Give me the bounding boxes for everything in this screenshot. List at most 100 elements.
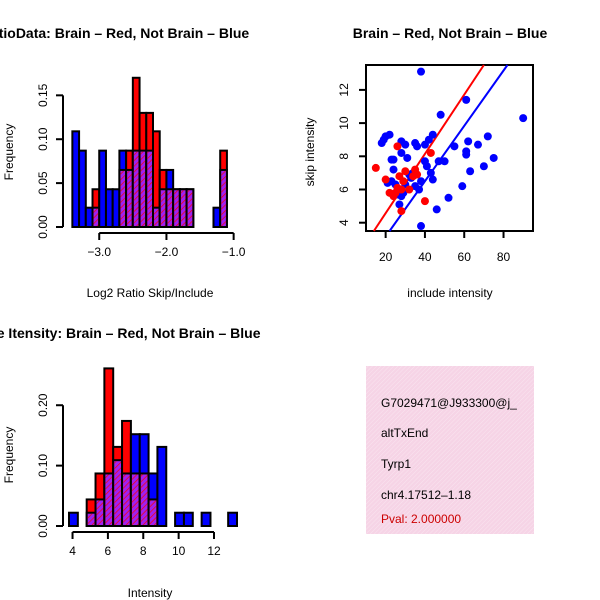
info-pval: Pval: 2.000000 (381, 512, 461, 526)
brain-point-17 (411, 165, 420, 174)
not-brain-point-22 (473, 140, 482, 149)
y-tick-label-2-1: 0.10 (36, 454, 50, 478)
not-brain-bar-2-15 (200, 511, 212, 528)
not-brain-point-48 (458, 182, 467, 191)
not-brain-point-31 (428, 175, 437, 184)
brain-point-14 (420, 197, 429, 206)
scatter-ylabel: skip intensity (303, 118, 317, 187)
scatter-x-tick-label-1: 40 (418, 250, 432, 264)
brain-point-15 (426, 148, 435, 157)
scatter-fit-lines (373, 64, 509, 232)
overlap-hatch-0-17 (187, 190, 193, 226)
overlap-hatch-0-12 (154, 208, 159, 226)
ratio-histogram-bars (71, 76, 228, 229)
not-brain-point-20 (464, 137, 473, 146)
overlap-hatch-0-13 (160, 190, 166, 226)
not-brain-point-21 (466, 167, 475, 176)
not-brain-bar-0-2 (84, 206, 94, 228)
ratio-histogram-panel: RatioData: Brain – Red, Not Brain – Blue… (0, 25, 249, 300)
not-brain-point-51 (420, 157, 429, 166)
info-box-clip: G7029471@J933300@j_ altTxEnd Tyrp1 chr4.… (381, 396, 517, 526)
x-tick-label-0-2: −1.0 (222, 245, 246, 259)
ratio-histogram-y-axis: 0.00 0.05 0.10 0.15 (36, 83, 64, 239)
scatter-x-axis: 20 40 60 80 (379, 231, 511, 264)
scatter-x-tick-label-3: 80 (497, 250, 511, 264)
not-brain-point-26 (450, 142, 459, 151)
info-gene: Tyrp1 (381, 457, 411, 471)
overlap-hatch-0-14 (167, 190, 173, 226)
intensity-histogram-y-axis: 0.00 0.10 0.20 (36, 393, 64, 538)
scatter-y-tick-label-2: 8 (337, 153, 351, 160)
scatter-x-tick-label-0: 20 (379, 250, 393, 264)
scatter-plot-box (365, 64, 534, 232)
info-box-texture (366, 366, 534, 534)
not-brain-point-1 (519, 114, 528, 123)
y-tick-label-0-3: 0.15 (36, 83, 50, 107)
brain-point-9 (401, 167, 410, 176)
overlap-hatch-0-3 (93, 208, 99, 226)
overlap-hatch-0-16 (180, 190, 186, 226)
intensity-histogram-panel: Gene Itensity: Brain – Red, Not Brain – … (0, 325, 261, 600)
overlap-hatch-2-7 (131, 474, 139, 525)
brain-point-0 (371, 163, 380, 172)
overlap-hatch-0-7 (120, 170, 126, 226)
overlap-hatch-2-3 (96, 500, 104, 525)
not-brain-point-40 (389, 165, 398, 174)
overlap-hatch-2-2 (87, 513, 95, 525)
y-tick-label-0-2: 0.10 (36, 127, 50, 151)
not-brain-point-44 (432, 205, 441, 214)
not-brain-point-30 (426, 168, 435, 177)
overlap-hatch-0-9 (133, 151, 139, 226)
not-brain-point-23 (479, 162, 488, 171)
not-brain-point-24 (483, 132, 492, 141)
not-brain-bar-2-0 (68, 511, 79, 528)
brain-point-6 (397, 185, 406, 194)
y-tick-label-0-1: 0.05 (36, 171, 50, 195)
ratio-histogram-title: RatioData: Brain – Red, Not Brain – Blue (0, 25, 249, 41)
not-brain-bar-0-6 (111, 188, 121, 228)
overlap-hatch-2-5 (114, 461, 122, 525)
overlap-hatch-0-15 (174, 190, 179, 226)
scatter-y-tick-label-3: 10 (337, 116, 351, 130)
not-brain-point-8 (401, 140, 410, 149)
brain-point-8 (399, 177, 408, 186)
not-brain-point-12 (413, 142, 422, 151)
not-brain-point-25 (489, 153, 498, 162)
brain-point-10 (405, 185, 414, 194)
brain-point-1 (381, 175, 390, 184)
overlap-hatch-2-6 (123, 474, 130, 525)
overlap-hatch-0-10 (140, 151, 146, 226)
scatter-title: Brain – Red, Not Brain – Blue (353, 25, 548, 41)
intensity-histogram-x-axis: 4 6 8 10 12 (69, 531, 221, 558)
scatter-panel: Brain – Red, Not Brain – Blue 20 40 60 80 4… (303, 25, 547, 300)
not-brain-point-43 (444, 193, 453, 202)
overlap-hatch-0-22 (221, 170, 226, 226)
overlap-hatch-2-8 (140, 474, 148, 525)
brain-point-13 (397, 207, 406, 216)
intensity-histogram-bars (68, 367, 239, 528)
scatter-y-axis: 4 6 8 10 12 (337, 83, 366, 226)
intensity-histogram-ylabel: Frequency (2, 427, 16, 484)
overlap-hatch-0-11 (147, 151, 152, 226)
ratio-histogram-xlabel: Log2 Ratio Skip/Include (87, 286, 214, 300)
brain-point-16 (393, 142, 402, 151)
not-brain-point-45 (417, 222, 426, 231)
scatter-points (371, 67, 528, 231)
not-brain-point-15 (428, 130, 437, 139)
intensity-histogram-title: Gene Itensity: Brain – Red, Not Brain – … (0, 325, 261, 341)
not-brain-point-0 (417, 67, 426, 76)
overlap-hatch-2-4 (105, 474, 113, 525)
overlap-hatch-2-9 (149, 500, 157, 525)
y-tick-label-2-2: 0.20 (36, 393, 50, 417)
not-brain-bar-2-13 (182, 511, 194, 528)
not-brain-fit-line (388, 64, 509, 232)
not-brain-point-10 (403, 153, 412, 162)
not-brain-bar-0-4 (98, 149, 107, 228)
not-brain-bar-2-10 (156, 445, 168, 527)
x-tick-label-2-4: 12 (207, 544, 221, 558)
not-brain-bar-0-5 (104, 188, 114, 228)
not-brain-point-16 (436, 110, 445, 119)
not-brain-bar-0-0 (71, 130, 81, 228)
brain-fit-line (373, 64, 485, 232)
